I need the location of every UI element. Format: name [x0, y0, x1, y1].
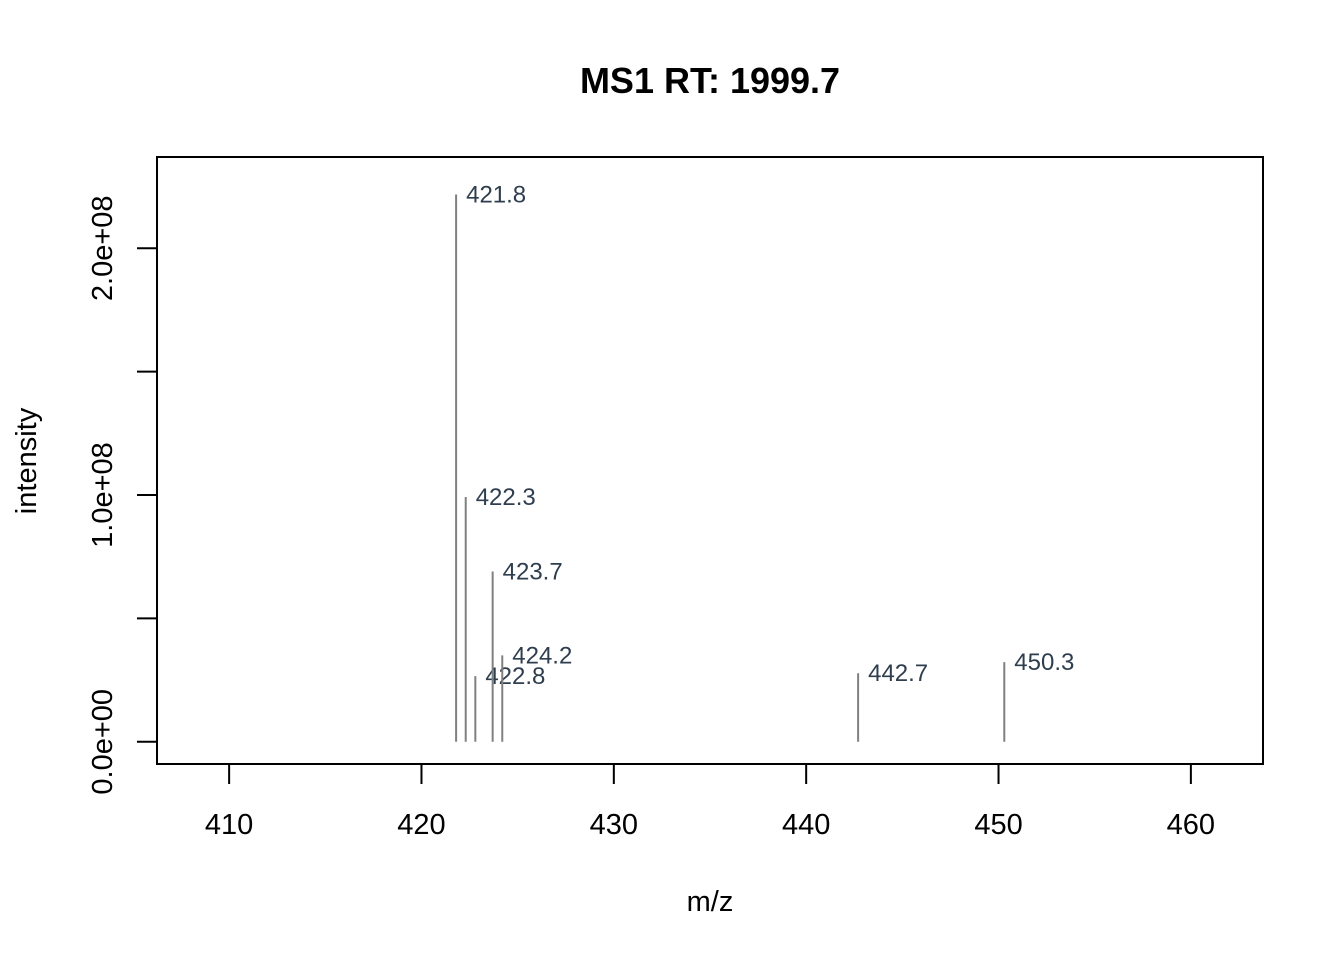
x-tick-label: 420 [397, 809, 445, 841]
y-axis-label: intensity [11, 407, 43, 514]
peak-label: 422.3 [476, 484, 536, 511]
x-axis-label: m/z [687, 886, 734, 918]
peak-label: 442.7 [868, 660, 928, 687]
y-tick-label: 0.0e+00 [87, 689, 119, 795]
peak-label: 422.8 [485, 663, 545, 690]
plot-frame [156, 156, 1264, 765]
x-tick-label: 450 [974, 809, 1022, 841]
y-tick-label: 1.0e+08 [87, 442, 119, 548]
y-axis: 0.0e+00 1.0e+08 2.0e+08 [87, 195, 157, 795]
peak-label: 421.8 [466, 182, 526, 209]
x-tick-label: 410 [205, 809, 253, 841]
peak-label: 450.3 [1014, 649, 1074, 676]
peak-label: 424.2 [512, 642, 572, 669]
chart-title: MS1 RT: 1999.7 [580, 60, 840, 101]
peaks-group: 421.8 422.3 422.8 423.7 424.2 442.7 450.3 [455, 182, 1074, 742]
x-tick-label: 440 [782, 809, 830, 841]
x-tick-label: 460 [1167, 809, 1215, 841]
peak-label: 423.7 [503, 559, 563, 586]
x-axis: 410 420 430 440 450 460 [205, 764, 1215, 841]
y-tick-label: 2.0e+08 [87, 195, 119, 301]
x-tick-label: 430 [590, 809, 638, 841]
